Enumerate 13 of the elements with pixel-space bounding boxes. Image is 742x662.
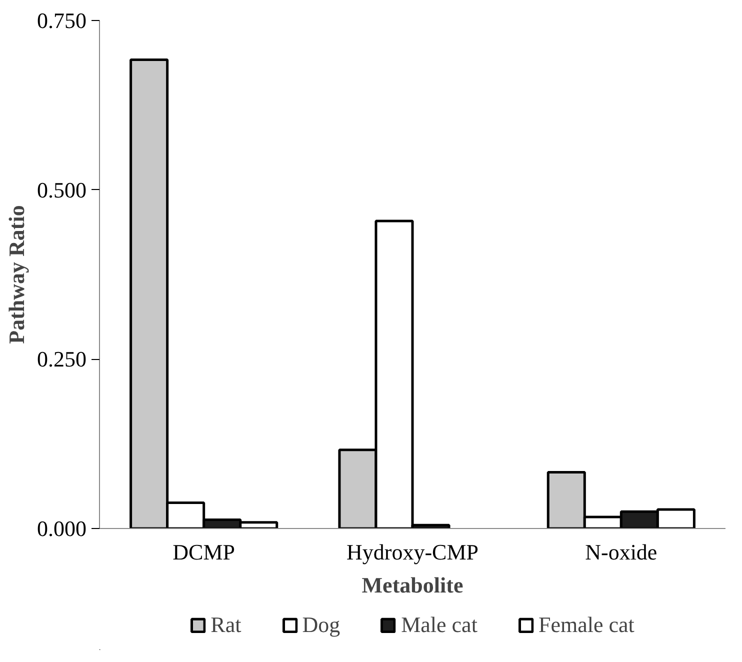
legend-label: Rat — [210, 612, 242, 638]
y-tick-label: 0.500 — [37, 177, 86, 202]
x-tick-label: DCMP — [172, 540, 236, 564]
x-axis-title: Metabolite — [362, 572, 464, 598]
x-tick-label: N-oxide — [585, 540, 658, 564]
y-tick-label: 0.000 — [37, 516, 86, 541]
legend-label: Male cat — [401, 612, 478, 638]
x-tick-label: Hydroxy-CMP — [346, 540, 479, 564]
legend-label: Dog — [302, 612, 340, 638]
y-axis-title: Pathway Ratio — [4, 205, 29, 344]
legend-label: Female cat — [538, 612, 634, 638]
y-tick-label: 0.250 — [37, 346, 86, 372]
y-tick-label: 0.750 — [37, 8, 86, 33]
